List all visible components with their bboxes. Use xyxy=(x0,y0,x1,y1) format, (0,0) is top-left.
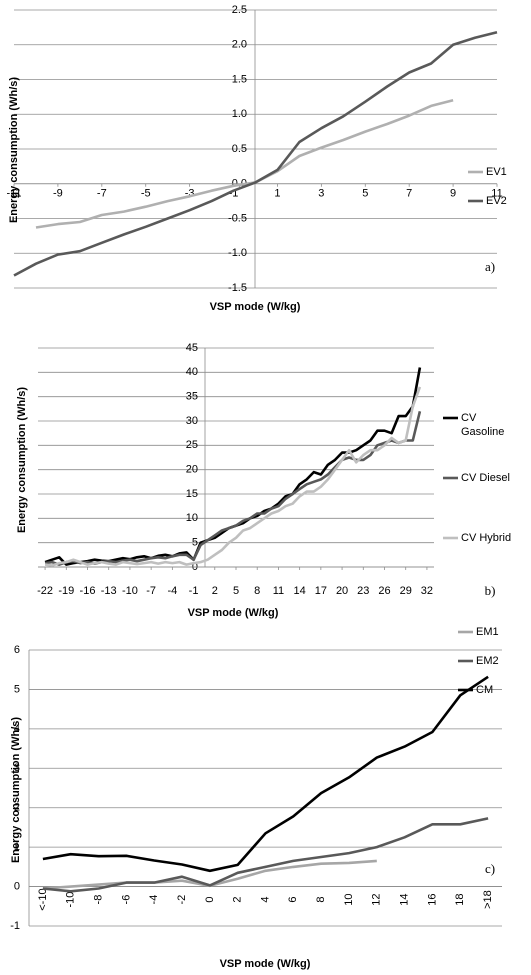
legend-label: EV1 xyxy=(486,166,507,178)
y-tick-label: 2 xyxy=(14,802,20,814)
legend-label: EM1 xyxy=(476,626,499,638)
x-tick-label: 10 xyxy=(343,893,355,905)
legend-label: CV Gasoline xyxy=(461,412,505,438)
series-line xyxy=(13,30,498,277)
x-tick-label: -7 xyxy=(146,585,156,597)
x-tick-label: -4 xyxy=(148,895,160,905)
x-tick-label: 14 xyxy=(294,585,306,597)
x-tick-label: 18 xyxy=(454,893,466,905)
series-line xyxy=(35,99,454,229)
y-tick-label: 15 xyxy=(186,488,198,500)
y-tick-label: 1 xyxy=(14,841,20,853)
legend-label: EV2 xyxy=(486,195,507,207)
x-tick-label: 4 xyxy=(259,897,271,903)
y-tick-label: -1 xyxy=(10,920,20,932)
x-tick-label: -8 xyxy=(92,895,104,905)
y-tick-label: -0.5 xyxy=(228,212,247,224)
x-tick-label: -10 xyxy=(65,892,77,908)
x-axis-title: VSP mode (W/kg) xyxy=(220,958,311,970)
y-tick-label: 30 xyxy=(186,415,198,427)
y-tick-label: 1.0 xyxy=(232,108,247,120)
x-tick-label: 5 xyxy=(362,188,368,200)
y-tick-label: 2.5 xyxy=(232,4,247,16)
x-tick-label: -6 xyxy=(120,895,132,905)
x-tick-label: 0 xyxy=(204,897,216,903)
y-axis-title: Energy consumption (Wh/s) xyxy=(8,77,20,223)
x-tick-label: 26 xyxy=(378,585,390,597)
x-tick-label: 12 xyxy=(371,893,383,905)
y-tick-label: 2.0 xyxy=(232,39,247,51)
y-tick-label: 20 xyxy=(186,464,198,476)
y-tick-label: 5 xyxy=(14,683,20,695)
x-tick-label: 3 xyxy=(318,188,324,200)
x-tick-label: -22 xyxy=(37,585,53,597)
x-tick-label: -1 xyxy=(189,585,199,597)
x-tick-label: 8 xyxy=(315,897,327,903)
panel-label: a) xyxy=(485,259,495,274)
x-tick-label: -11 xyxy=(6,188,21,200)
y-tick-label: 25 xyxy=(186,439,198,451)
legend-label: CV Diesel xyxy=(461,472,510,484)
y-tick-label: 0 xyxy=(14,880,20,892)
x-tick-label: 5 xyxy=(233,585,239,597)
y-tick-label: 35 xyxy=(186,391,198,403)
x-tick-label: -13 xyxy=(101,585,117,597)
x-tick-label: >18 xyxy=(482,890,494,909)
panel-label: c) xyxy=(485,861,495,876)
x-tick-label: <-10 xyxy=(37,888,49,910)
series-line xyxy=(42,675,489,873)
x-axis-title: VSP mode (W/kg) xyxy=(188,607,279,619)
x-tick-label: -7 xyxy=(97,188,107,200)
y-tick-label: 6 xyxy=(14,644,20,656)
x-axis-title: VSP mode (W/kg) xyxy=(210,301,301,313)
x-tick-label: 11 xyxy=(273,585,284,597)
x-tick-label: 9 xyxy=(450,188,456,200)
x-tick-label: 32 xyxy=(421,585,433,597)
x-tick-label: 6 xyxy=(287,897,299,903)
x-tick-label: 7 xyxy=(406,188,412,200)
y-tick-label: 45 xyxy=(186,342,198,354)
x-tick-label: 23 xyxy=(357,585,369,597)
x-tick-label: 17 xyxy=(315,585,327,597)
series-line xyxy=(44,386,422,567)
x-tick-label: 2 xyxy=(232,897,244,903)
x-tick-label: 11 xyxy=(491,188,502,200)
y-tick-label: 1.5 xyxy=(232,73,247,85)
y-tick-label: -1.0 xyxy=(228,247,247,259)
x-tick-label: -16 xyxy=(80,585,96,597)
legend-label: CV Hybrid xyxy=(461,532,512,544)
y-tick-label: 5 xyxy=(192,537,198,549)
x-tick-label: 29 xyxy=(400,585,412,597)
y-tick-label: 40 xyxy=(186,366,198,378)
x-tick-label: -9 xyxy=(53,188,63,200)
x-tick-label: -19 xyxy=(58,585,74,597)
x-tick-label: 2 xyxy=(212,585,218,597)
y-tick-label: 10 xyxy=(186,512,198,524)
legend-label: EM2 xyxy=(476,655,499,667)
y-axis-title: Energy consumption (Wh/s) xyxy=(10,717,22,863)
legend-label: CM xyxy=(476,684,494,696)
y-tick-label: 0.5 xyxy=(232,143,247,155)
x-tick-label: 8 xyxy=(254,585,260,597)
y-tick-label: -1.5 xyxy=(228,282,247,294)
y-tick-label: 3 xyxy=(14,762,20,774)
x-tick-label: 1 xyxy=(274,188,280,200)
panel-label: b) xyxy=(485,583,496,598)
x-tick-label: -3 xyxy=(185,188,195,200)
x-tick-label: 20 xyxy=(336,585,348,597)
x-tick-label: 16 xyxy=(426,893,438,905)
x-tick-label: -1 xyxy=(229,188,239,200)
x-tick-label: -2 xyxy=(176,895,188,905)
x-tick-label: -10 xyxy=(122,585,138,597)
x-tick-label: -5 xyxy=(141,188,151,200)
x-tick-label: -4 xyxy=(167,585,177,597)
x-tick-label: 14 xyxy=(399,893,411,905)
series-line xyxy=(42,817,489,893)
y-axis-title: Energy consumption (Wh/s) xyxy=(16,387,28,533)
y-tick-label: 4 xyxy=(14,723,20,735)
